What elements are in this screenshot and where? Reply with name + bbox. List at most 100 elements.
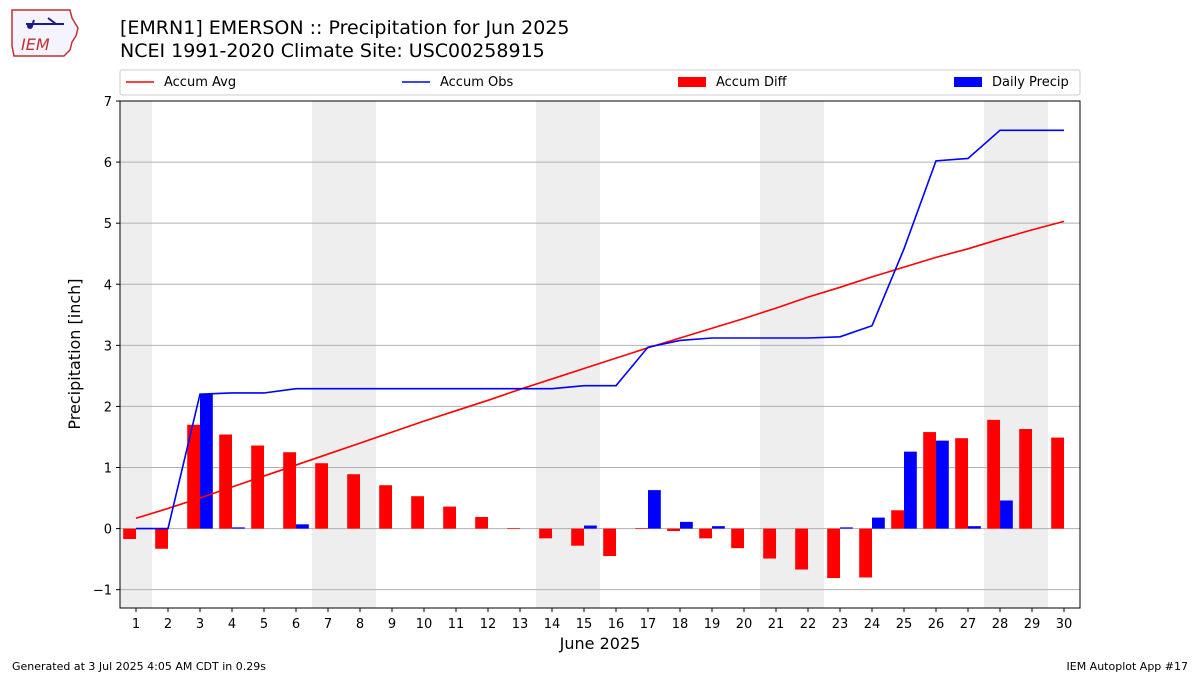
daily-precip-bar <box>872 517 885 529</box>
accum-diff-bar <box>507 527 520 529</box>
footer-generated: Generated at 3 Jul 2025 4:05 AM CDT in 0… <box>12 660 266 673</box>
y-tick-label: 4 <box>104 278 112 293</box>
accum-diff-bar <box>891 510 904 529</box>
legend-swatch-daily-precip <box>954 77 982 87</box>
y-tick-label: 5 <box>104 217 112 232</box>
accum-diff-bar <box>379 485 392 529</box>
x-tick-label: 4 <box>228 617 236 632</box>
bars-group <box>123 394 1064 579</box>
accum-diff-bar <box>411 496 424 529</box>
accum-avg-line <box>135 220 1065 519</box>
daily-precip-bar <box>680 521 693 529</box>
accum-diff-bar <box>251 445 264 529</box>
y-tick-label: 3 <box>104 339 112 354</box>
x-tick-label: 11 <box>448 617 465 632</box>
x-tick-label: 6 <box>292 617 300 632</box>
legend-frame <box>119 69 1081 96</box>
x-tick-label: 7 <box>324 617 332 632</box>
footer-app: IEM Autoplot App #17 <box>1066 660 1189 673</box>
y-axis: −1 0 1 2 3 4 5 6 7 <box>93 95 120 599</box>
accum-diff-bar <box>1019 429 1032 529</box>
daily-precip-bar <box>200 394 213 529</box>
x-tick-label: 12 <box>480 617 497 632</box>
legend-label-daily-precip: Daily Precip <box>992 75 1069 90</box>
weekend-band-0 <box>120 101 152 608</box>
x-tick-label: 29 <box>1024 617 1041 632</box>
daily-precip-bar <box>648 490 661 529</box>
x-tick-label: 10 <box>416 617 433 632</box>
daily-precip-bar <box>296 524 309 529</box>
y-tick-label: −1 <box>93 584 112 599</box>
legend-swatch-accum-diff <box>678 77 706 87</box>
plot-frame <box>119 100 1081 609</box>
x-tick-label: 23 <box>832 617 849 632</box>
accum-diff-bar <box>987 419 1000 529</box>
x-axis: 1 2 3 4 5 6 7 8 9 10 11 12 13 14 15 16 17 18 19 20 21 22 23 24 2… <box>132 608 1072 632</box>
accum-diff-bar <box>859 528 872 578</box>
x-tick-label: 13 <box>512 617 529 632</box>
x-axis-label: June 2025 <box>559 634 641 653</box>
x-tick-label: 15 <box>576 617 593 632</box>
accum-diff-bar <box>475 516 488 529</box>
logo-station-dot <box>27 23 33 29</box>
chart-subtitle: NCEI 1991-2020 Climate Site: USC00258915 <box>120 40 545 62</box>
x-tick-label: 26 <box>928 617 945 632</box>
grid-lines <box>120 161 1080 591</box>
accum-diff-bar <box>731 528 744 549</box>
x-tick-label: 16 <box>608 617 625 632</box>
x-tick-label: 25 <box>896 617 913 632</box>
x-tick-label: 19 <box>704 617 721 632</box>
daily-precip-bar <box>232 527 245 529</box>
daily-precip-bar <box>840 527 853 529</box>
legend-label-accum-avg: Accum Avg <box>164 75 236 90</box>
legend-label-accum-diff: Accum Diff <box>716 75 788 90</box>
x-tick-label: 18 <box>672 617 689 632</box>
chart-title: [EMRN1] EMERSON :: Precipitation for Jun… <box>120 17 570 39</box>
weekend-bands <box>120 101 1048 608</box>
accum-diff-bar <box>539 528 552 539</box>
accum-diff-bar <box>123 528 136 539</box>
accum-diff-bar <box>795 528 808 570</box>
accum-diff-bar <box>443 506 456 529</box>
y-tick-label: 0 <box>104 523 112 538</box>
x-tick-label: 9 <box>388 617 396 632</box>
accum-diff-bar <box>155 528 168 549</box>
weekend-band-3 <box>760 101 824 608</box>
accum-diff-bar <box>603 528 616 557</box>
weekend-band-2 <box>536 101 600 608</box>
y-tick-label: 7 <box>104 95 112 110</box>
daily-precip-bar <box>936 440 949 529</box>
x-tick-label: 17 <box>640 617 657 632</box>
accum-diff-bar <box>699 528 712 539</box>
accum-diff-bar <box>1051 437 1064 529</box>
y-axis-label: Precipitation [inch] <box>65 278 84 429</box>
daily-precip-bar <box>1000 500 1013 529</box>
x-tick-label: 27 <box>960 617 977 632</box>
x-tick-label: 8 <box>356 617 364 632</box>
logo-text: IEM <box>21 35 50 54</box>
lines-group <box>135 129 1065 530</box>
x-tick-label: 21 <box>768 617 785 632</box>
accum-diff-bar <box>827 528 840 579</box>
weekend-band-4 <box>984 101 1048 608</box>
daily-precip-bar <box>584 525 597 529</box>
accum-obs-line <box>136 129 1064 530</box>
accum-diff-bar <box>635 527 648 529</box>
daily-precip-bar <box>904 451 917 529</box>
accum-diff-bar <box>763 528 776 559</box>
accum-diff-bar <box>955 438 968 529</box>
x-tick-label: 3 <box>196 617 204 632</box>
x-tick-label: 2 <box>164 617 172 632</box>
x-tick-label: 22 <box>800 617 817 632</box>
accum-diff-bar <box>315 463 328 529</box>
iem-logo: IEM <box>11 9 79 57</box>
iowa-state-outline <box>11 9 79 57</box>
accum-diff-bar <box>347 474 360 529</box>
accum-diff-bar <box>283 452 296 529</box>
accum-diff-bar <box>187 424 200 529</box>
daily-precip-bar <box>968 526 981 529</box>
accum-diff-bar <box>667 528 680 532</box>
x-tick-label: 24 <box>864 617 881 632</box>
y-tick-label: 1 <box>104 462 112 477</box>
